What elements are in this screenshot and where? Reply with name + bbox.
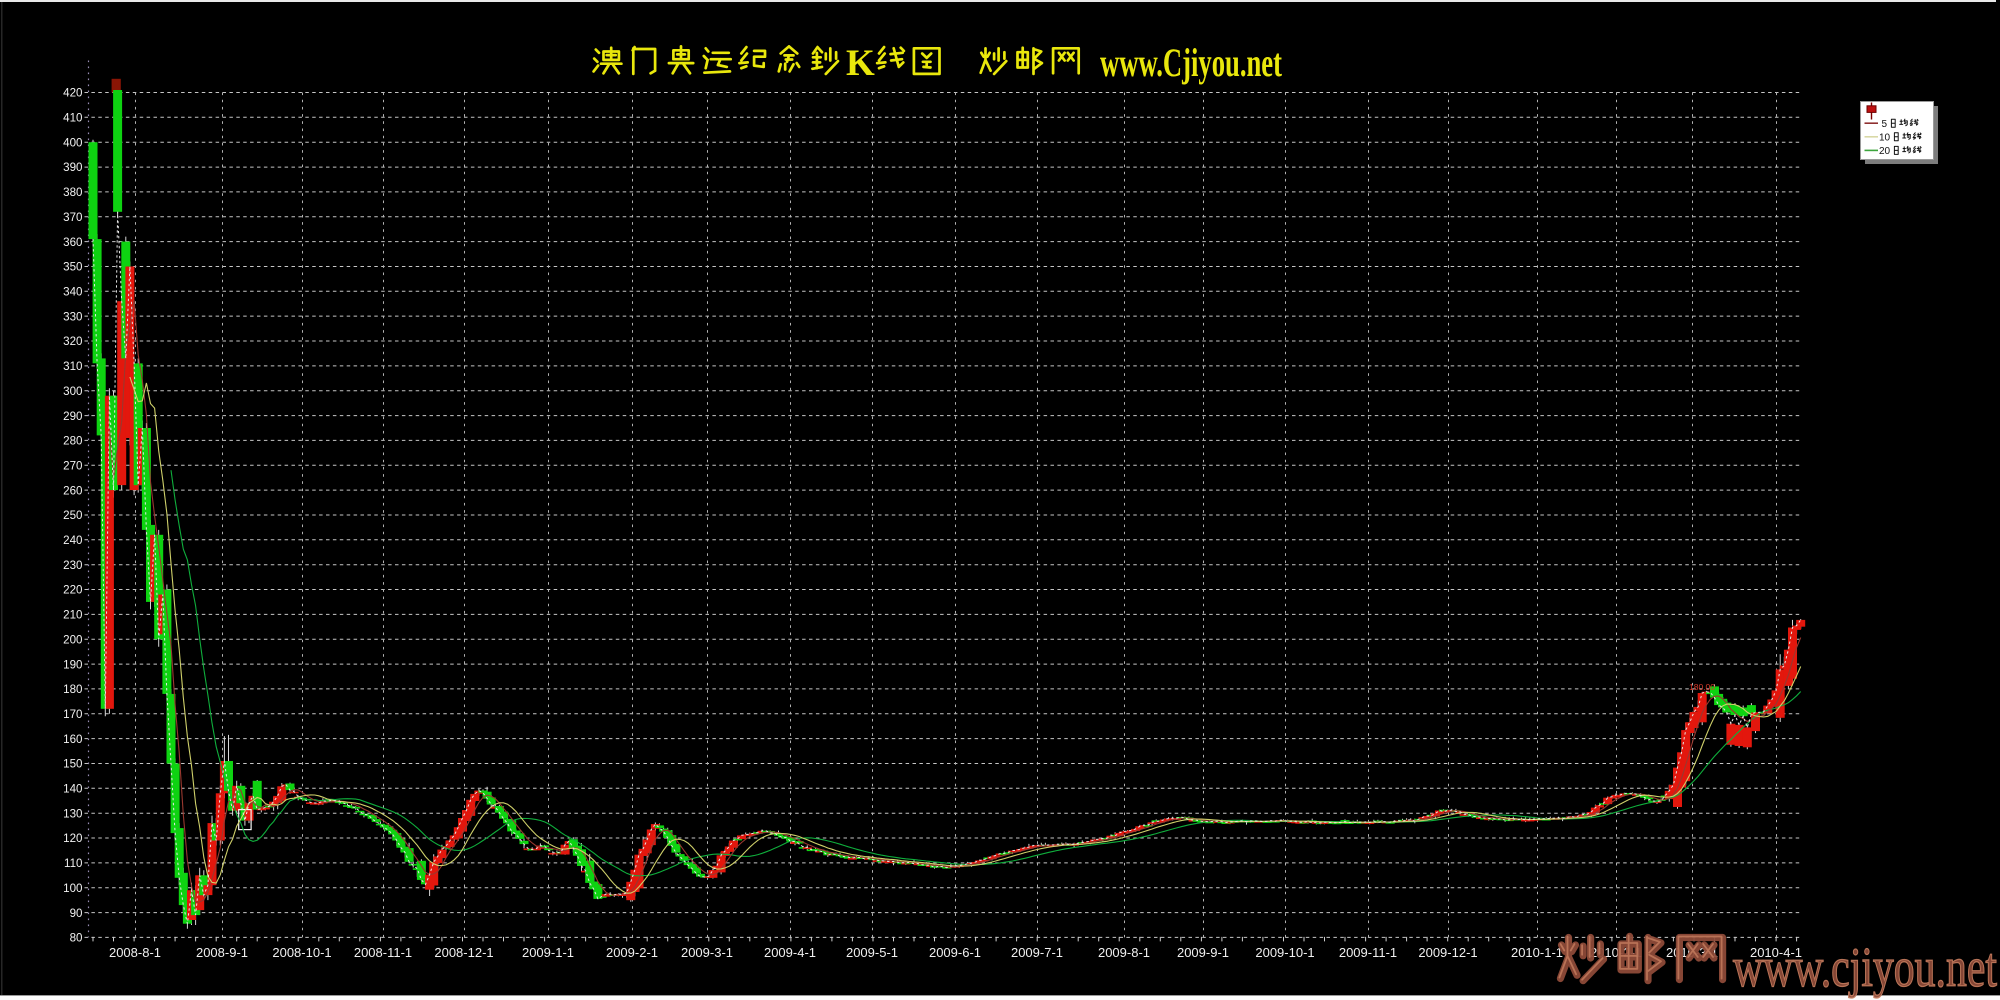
svg-text:310: 310 xyxy=(63,360,82,373)
svg-text:250: 250 xyxy=(63,509,82,522)
svg-text:260: 260 xyxy=(63,484,82,497)
svg-text:2009-6-1: 2009-6-1 xyxy=(929,945,981,960)
svg-text:270: 270 xyxy=(63,459,82,472)
svg-text:2009-8-1: 2009-8-1 xyxy=(1098,945,1150,960)
svg-text:380: 380 xyxy=(63,186,82,199)
svg-text:2009-11-1: 2009-11-1 xyxy=(1339,945,1397,960)
svg-text:2009-2-1: 2009-2-1 xyxy=(606,945,658,960)
svg-text:120: 120 xyxy=(63,832,82,845)
svg-text:160: 160 xyxy=(63,733,82,746)
svg-text:330: 330 xyxy=(63,310,82,323)
svg-text:2009-1-1: 2009-1-1 xyxy=(522,945,574,960)
svg-text:100: 100 xyxy=(63,882,82,895)
svg-text:www.cjiyou.net: www.cjiyou.net xyxy=(1733,937,1997,999)
svg-text:410: 410 xyxy=(63,112,82,125)
svg-text:2010-1-1: 2010-1-1 xyxy=(1511,945,1563,960)
svg-text:2009-12-1: 2009-12-1 xyxy=(1418,945,1477,960)
svg-text:170: 170 xyxy=(63,708,82,721)
svg-text:340: 340 xyxy=(63,286,82,299)
svg-text:230: 230 xyxy=(63,559,82,572)
svg-text:180.00: 180.00 xyxy=(1689,682,1715,692)
svg-text:420: 420 xyxy=(63,87,82,100)
svg-text:220: 220 xyxy=(63,584,82,597)
svg-text:240: 240 xyxy=(63,534,82,547)
svg-text:290: 290 xyxy=(63,410,82,423)
svg-text:20: 20 xyxy=(1879,146,1891,157)
svg-text:5: 5 xyxy=(1882,119,1888,130)
svg-text:2008-11-1: 2008-11-1 xyxy=(354,945,412,960)
svg-text:390: 390 xyxy=(63,161,82,174)
svg-text:320: 320 xyxy=(63,335,82,348)
svg-text:360: 360 xyxy=(63,236,82,249)
svg-text:90: 90 xyxy=(70,907,83,920)
svg-text:2008-9-1: 2008-9-1 xyxy=(196,945,248,960)
svg-text:180: 180 xyxy=(63,683,82,696)
svg-text:300: 300 xyxy=(63,385,82,398)
svg-text:2008-10-1: 2008-10-1 xyxy=(272,945,331,960)
svg-text:2009-9-1: 2009-9-1 xyxy=(1177,945,1229,960)
svg-text:2009-3-1: 2009-3-1 xyxy=(681,945,733,960)
svg-text:80: 80 xyxy=(70,932,83,945)
svg-text:110: 110 xyxy=(64,857,82,870)
svg-text:K: K xyxy=(846,43,875,84)
svg-text:130: 130 xyxy=(63,807,82,820)
svg-text:2010-4-1: 2010-4-1 xyxy=(1750,945,1802,960)
svg-text:2009-5-1: 2009-5-1 xyxy=(846,945,898,960)
svg-text:280: 280 xyxy=(63,435,82,448)
svg-text:150: 150 xyxy=(63,758,82,771)
svg-text:400: 400 xyxy=(63,136,82,149)
svg-text:2009-7-1: 2009-7-1 xyxy=(1011,945,1063,960)
svg-text:2009-10-1: 2009-10-1 xyxy=(1255,945,1314,960)
svg-text:200: 200 xyxy=(63,633,82,646)
svg-text:2008-8-1: 2008-8-1 xyxy=(109,945,161,960)
svg-text:190: 190 xyxy=(63,658,82,671)
svg-text:www.Cjiyou.net: www.Cjiyou.net xyxy=(1100,40,1282,85)
svg-text:210: 210 xyxy=(63,609,82,622)
svg-text:140: 140 xyxy=(63,783,82,796)
svg-text:2008-12-1: 2008-12-1 xyxy=(434,945,493,960)
svg-text:10: 10 xyxy=(1879,133,1891,144)
svg-text:370: 370 xyxy=(63,211,82,224)
svg-text:350: 350 xyxy=(63,261,82,274)
svg-text:2009-4-1: 2009-4-1 xyxy=(764,945,816,960)
